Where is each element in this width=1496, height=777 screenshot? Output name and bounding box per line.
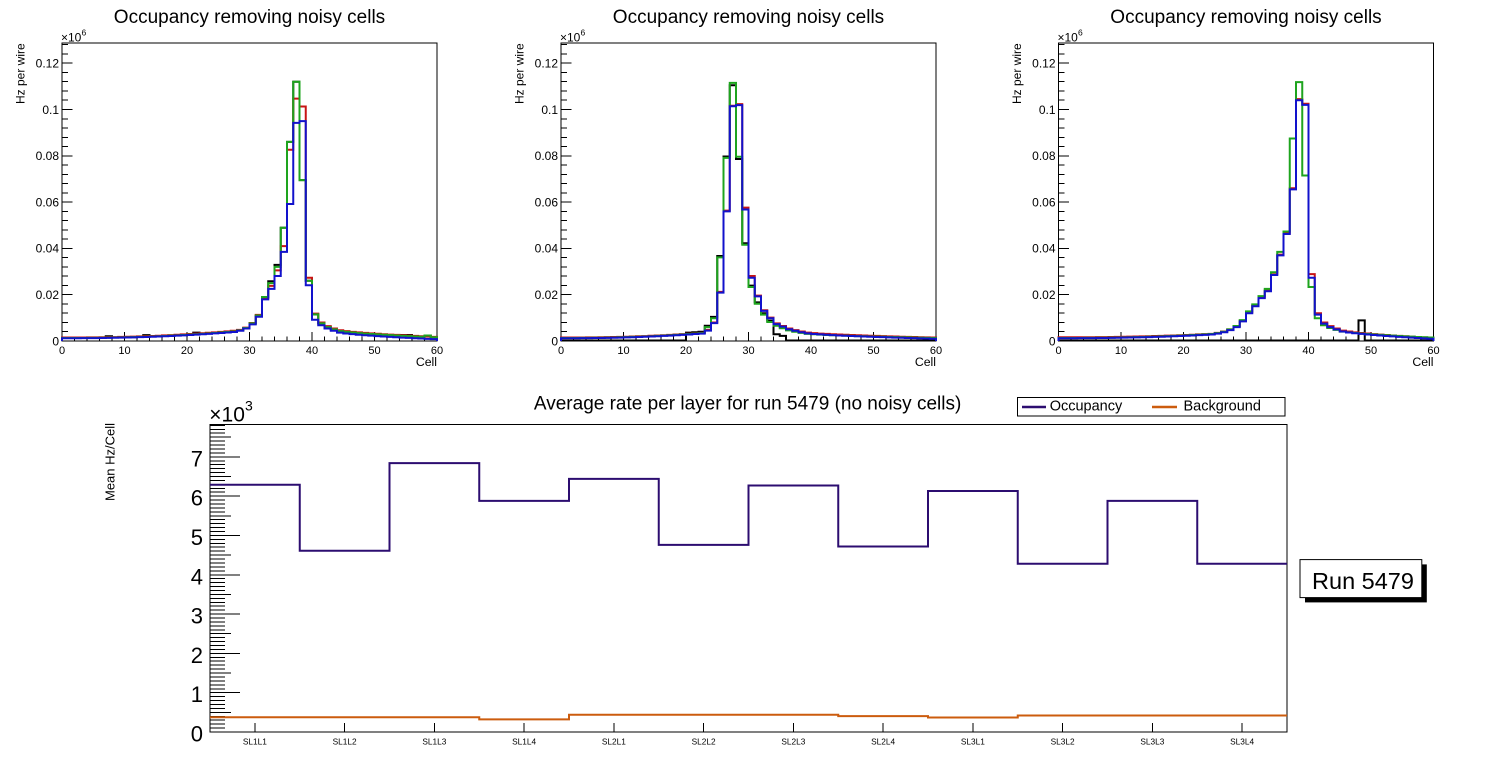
svg-text:0.04: 0.04 bbox=[36, 242, 60, 256]
svg-text:×10: ×10 bbox=[560, 31, 581, 45]
svg-text:0: 0 bbox=[52, 334, 59, 348]
svg-text:SL1L4: SL1L4 bbox=[512, 737, 536, 747]
svg-text:SL3L2: SL3L2 bbox=[1051, 737, 1075, 747]
svg-text:Occupancy: Occupancy bbox=[1050, 399, 1123, 415]
svg-text:0: 0 bbox=[1049, 334, 1056, 348]
svg-text:40: 40 bbox=[306, 345, 318, 357]
svg-text:6: 6 bbox=[581, 28, 586, 38]
svg-text:6: 6 bbox=[1078, 28, 1083, 38]
svg-text:Occupancy removing noisy cells: Occupancy removing noisy cells bbox=[114, 7, 385, 28]
svg-text:60: 60 bbox=[930, 345, 942, 357]
svg-text:Occupancy removing noisy cells: Occupancy removing noisy cells bbox=[1110, 7, 1381, 28]
svg-text:0.06: 0.06 bbox=[535, 195, 559, 209]
svg-text:20: 20 bbox=[181, 345, 193, 357]
svg-text:SL1L2: SL1L2 bbox=[333, 737, 357, 747]
svg-text:0.06: 0.06 bbox=[1032, 195, 1056, 209]
svg-text:0.1: 0.1 bbox=[1039, 103, 1056, 117]
svg-text:SL1L3: SL1L3 bbox=[422, 737, 446, 747]
svg-text:0.12: 0.12 bbox=[1032, 57, 1056, 71]
svg-text:Cell: Cell bbox=[416, 355, 437, 369]
svg-text:1: 1 bbox=[191, 682, 203, 707]
svg-text:Hz per wire: Hz per wire bbox=[1010, 43, 1024, 104]
svg-text:2: 2 bbox=[191, 643, 203, 668]
svg-text:7: 7 bbox=[191, 446, 203, 471]
svg-text:20: 20 bbox=[1177, 345, 1189, 357]
svg-text:0.08: 0.08 bbox=[36, 149, 60, 163]
svg-text:0.1: 0.1 bbox=[541, 103, 558, 117]
svg-text:30: 30 bbox=[742, 345, 754, 357]
svg-text:60: 60 bbox=[431, 345, 443, 357]
svg-text:Occupancy removing noisy cells: Occupancy removing noisy cells bbox=[613, 7, 884, 28]
svg-text:Background: Background bbox=[1184, 399, 1261, 415]
svg-text:Run 5479: Run 5479 bbox=[1312, 568, 1414, 594]
svg-text:Cell: Cell bbox=[915, 355, 936, 369]
svg-text:6: 6 bbox=[82, 28, 87, 38]
svg-text:0.06: 0.06 bbox=[36, 195, 60, 209]
svg-text:40: 40 bbox=[1302, 345, 1314, 357]
svg-text:4: 4 bbox=[191, 564, 203, 589]
svg-text:×10: ×10 bbox=[61, 31, 82, 45]
svg-text:0: 0 bbox=[59, 345, 65, 357]
svg-text:50: 50 bbox=[368, 345, 380, 357]
svg-text:0: 0 bbox=[558, 345, 564, 357]
svg-text:0.04: 0.04 bbox=[535, 242, 559, 256]
svg-text:50: 50 bbox=[1365, 345, 1377, 357]
svg-text:20: 20 bbox=[680, 345, 692, 357]
svg-text:SL3L3: SL3L3 bbox=[1140, 737, 1164, 747]
svg-text:×10: ×10 bbox=[1058, 31, 1079, 45]
svg-text:6: 6 bbox=[191, 486, 203, 511]
svg-text:SL3L1: SL3L1 bbox=[961, 737, 985, 747]
svg-text:×10: ×10 bbox=[209, 404, 245, 427]
svg-text:10: 10 bbox=[1115, 345, 1127, 357]
svg-text:Hz per wire: Hz per wire bbox=[14, 43, 28, 104]
svg-text:3: 3 bbox=[245, 398, 253, 414]
svg-text:30: 30 bbox=[1240, 345, 1252, 357]
svg-text:Hz per wire: Hz per wire bbox=[513, 43, 527, 104]
svg-text:SL2L1: SL2L1 bbox=[602, 737, 626, 747]
svg-text:Average rate per layer for run: Average rate per layer for run 5479 (no … bbox=[534, 394, 961, 415]
svg-text:SL3L4: SL3L4 bbox=[1230, 737, 1254, 747]
svg-text:5: 5 bbox=[191, 525, 203, 550]
svg-text:SL1L1: SL1L1 bbox=[243, 737, 267, 747]
svg-text:10: 10 bbox=[617, 345, 629, 357]
svg-text:40: 40 bbox=[805, 345, 817, 357]
svg-text:3: 3 bbox=[191, 604, 203, 629]
svg-text:Cell: Cell bbox=[1412, 355, 1433, 369]
svg-text:0.12: 0.12 bbox=[36, 57, 60, 71]
svg-text:30: 30 bbox=[243, 345, 255, 357]
svg-text:0.02: 0.02 bbox=[535, 288, 559, 302]
svg-text:0.08: 0.08 bbox=[1032, 149, 1056, 163]
svg-text:0: 0 bbox=[1055, 345, 1061, 357]
svg-text:0.12: 0.12 bbox=[535, 57, 559, 71]
svg-text:Mean Hz/Cell: Mean Hz/Cell bbox=[103, 423, 118, 501]
svg-text:0.04: 0.04 bbox=[1032, 242, 1056, 256]
svg-text:0.02: 0.02 bbox=[1032, 288, 1056, 302]
svg-text:0: 0 bbox=[191, 722, 203, 747]
svg-text:0: 0 bbox=[551, 334, 558, 348]
svg-text:10: 10 bbox=[118, 345, 130, 357]
svg-text:50: 50 bbox=[867, 345, 879, 357]
svg-text:SL2L3: SL2L3 bbox=[781, 737, 805, 747]
svg-text:60: 60 bbox=[1427, 345, 1439, 357]
svg-text:0.1: 0.1 bbox=[42, 103, 59, 117]
svg-text:0.08: 0.08 bbox=[535, 149, 559, 163]
svg-text:SL2L4: SL2L4 bbox=[871, 737, 895, 747]
svg-text:0.02: 0.02 bbox=[36, 288, 60, 302]
svg-text:SL2L2: SL2L2 bbox=[692, 737, 716, 747]
